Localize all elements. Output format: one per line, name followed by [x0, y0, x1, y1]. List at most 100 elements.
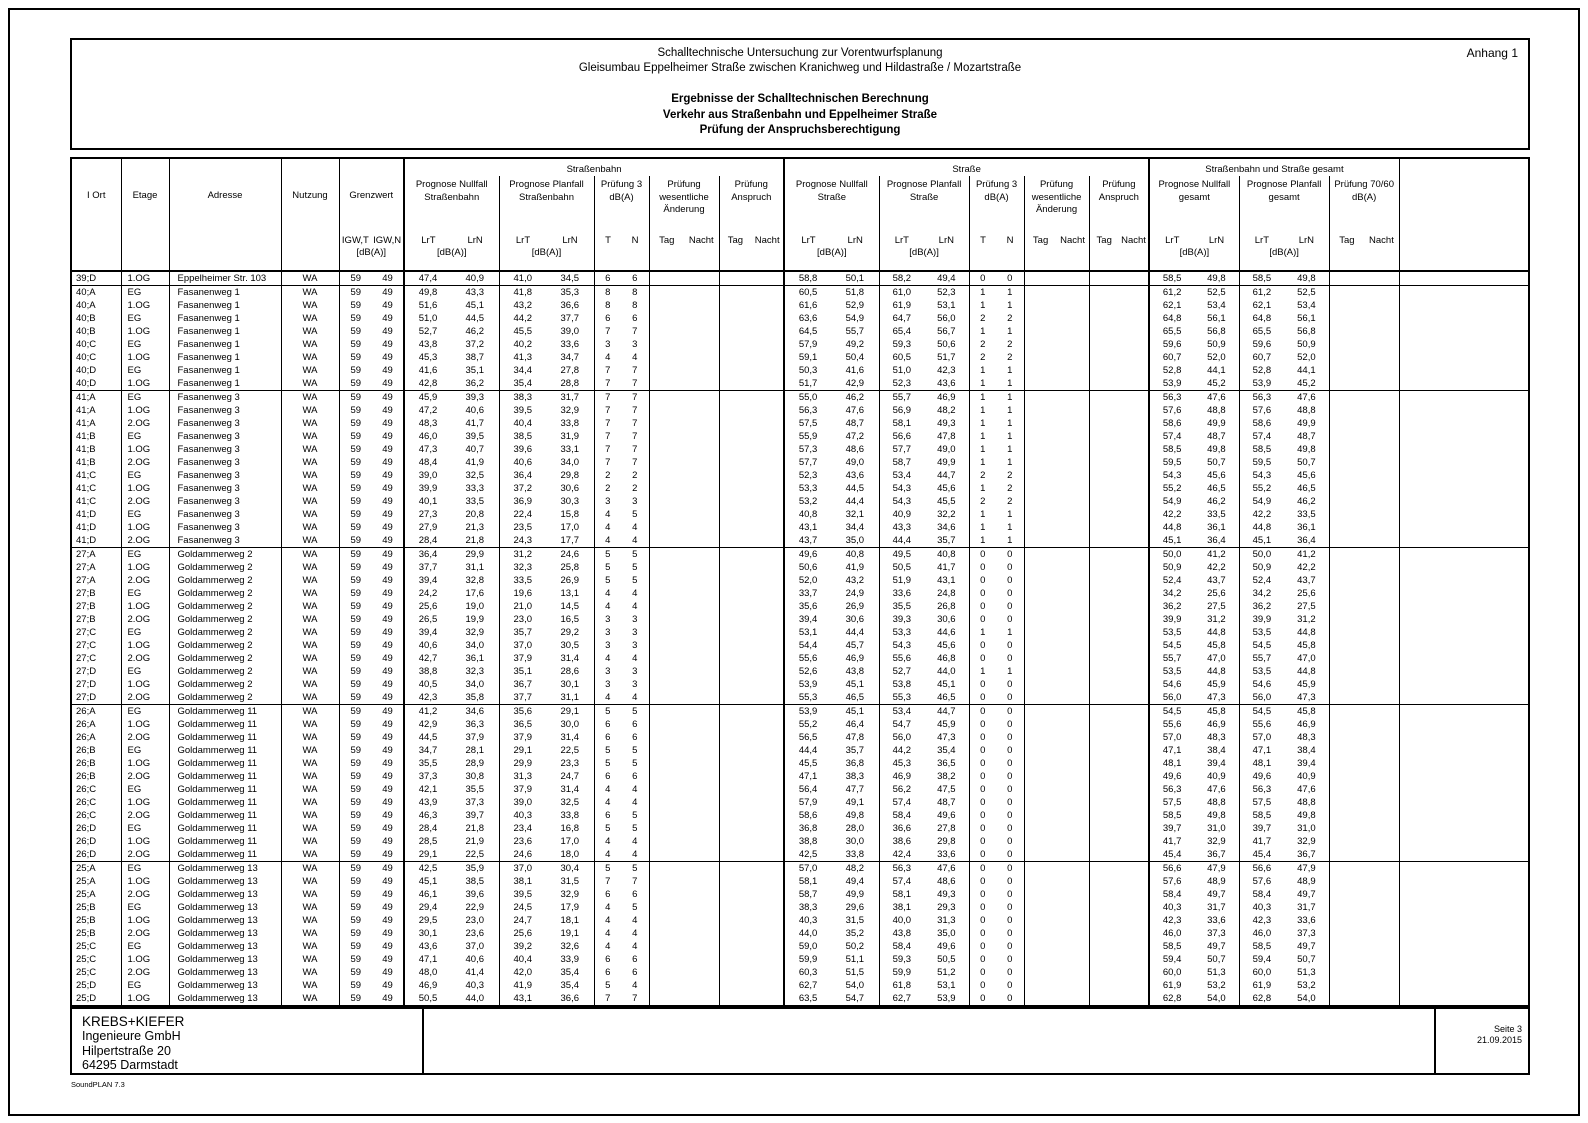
subheader-n: N	[631, 235, 639, 246]
table-cell: 49	[372, 770, 406, 783]
table-cell: 49	[372, 901, 406, 914]
table-cell	[684, 979, 720, 992]
table-cell: Goldammerweg 11	[169, 704, 282, 718]
table-cell	[1329, 443, 1364, 456]
table-cell: 51,7	[798, 378, 818, 389]
table-cell: 58,1	[798, 876, 818, 887]
table-cell: 57,6	[1252, 876, 1272, 887]
table-cell: 1	[996, 377, 1025, 391]
table-cell: 59	[350, 352, 362, 363]
table-cell	[1364, 992, 1400, 1006]
table-cell: 48,6	[831, 443, 880, 456]
header-line2: Gleisumbau Eppelheimer Straße zwischen K…	[578, 62, 1022, 74]
table-cell: 22,5	[546, 744, 595, 757]
table-cell: 28,1	[451, 744, 500, 757]
table-cell	[684, 691, 720, 705]
table-cell: Goldammerweg 11	[169, 809, 282, 822]
table-cell: 37,3	[418, 771, 438, 782]
table-cell: Goldammerweg 13	[169, 992, 282, 1006]
table-cell: 17,9	[546, 901, 595, 914]
table-row: 41;B 2.OG Fasanenweg 3 WA 59 49 48,4 41,9 40,6 34…	[71, 456, 1529, 469]
table-cell: 36,4	[1284, 534, 1330, 548]
table-cell: Fasanenweg 3	[169, 430, 282, 443]
table-cell: 5	[605, 562, 611, 573]
table-cell: 7	[605, 418, 611, 429]
table-cell: 6	[621, 770, 650, 783]
table-cell	[1089, 665, 1119, 678]
subheader-sb-anspruch-tagnacht: Tag Nacht	[719, 233, 786, 272]
table-cell: 55,6	[798, 653, 818, 664]
table-cell	[1364, 351, 1400, 364]
table-cell	[1399, 901, 1529, 914]
table-cell: 44,4	[831, 495, 880, 508]
table-cell: 26,8	[924, 600, 970, 613]
table-cell: 52,5	[1194, 285, 1240, 299]
table-cell: 26;C	[71, 796, 122, 809]
table-cell: 64,5	[798, 326, 818, 337]
table-cell: 47,6	[1284, 390, 1330, 404]
table-cell: 4	[621, 600, 650, 613]
table-cell	[1119, 809, 1151, 822]
table-row: 40;D 1.OG Fasanenweg 1 WA 59 49 42,8 36,2 35,4 28…	[71, 377, 1529, 391]
table-cell: 41;C	[71, 469, 122, 482]
table-cell	[1057, 495, 1090, 508]
table-cell: 59,9	[892, 967, 912, 978]
table-cell: 57,7	[798, 457, 818, 468]
subheader-sb-plan-lr: LrT LrN [dB(A)]	[499, 233, 595, 272]
table-cell	[1364, 443, 1400, 456]
table-row: 41;C 1.OG Fasanenweg 3 WA 59 49 39,9 33,3 37,2 30…	[71, 482, 1529, 495]
table-cell: WA	[281, 364, 340, 377]
table-cell: 59	[350, 810, 362, 821]
table-cell: 49	[372, 417, 406, 430]
table-cell: Goldammerweg 2	[169, 665, 282, 678]
table-row: 25;D EG Goldammerweg 13 WA 59 49 46,9 40,3 41,9 3…	[71, 979, 1529, 992]
table-cell: Goldammerweg 2	[169, 626, 282, 639]
table-cell	[1399, 299, 1529, 312]
table-cell: Goldammerweg 11	[169, 783, 282, 796]
table-cell: 28,5	[418, 836, 438, 847]
table-cell: 8	[605, 300, 611, 311]
table-cell: 52,4	[1252, 575, 1272, 586]
subheader-lrt: LrT	[801, 235, 816, 246]
table-cell	[1089, 875, 1119, 888]
empty-right-column	[1399, 158, 1529, 272]
table-cell: 59,0	[798, 941, 818, 952]
table-cell: 43,2	[513, 300, 533, 311]
table-cell	[1399, 927, 1529, 940]
table-cell: 41;A	[71, 390, 122, 404]
table-cell: 25;A	[71, 875, 122, 888]
table-cell: 40,4	[513, 418, 533, 429]
table-cell: 54,0	[1194, 992, 1240, 1006]
table-cell	[684, 626, 720, 639]
table-cell: 6	[605, 273, 611, 284]
table-cell: 1	[996, 626, 1025, 639]
table-cell: 53,9	[798, 679, 818, 690]
table-cell: 4	[605, 588, 611, 599]
table-cell	[1089, 639, 1119, 652]
table-cell: 39,9	[418, 483, 438, 494]
table-cell	[1057, 704, 1090, 718]
table-cell	[1364, 299, 1400, 312]
table-cell	[1089, 521, 1119, 534]
table-cell: 35,0	[924, 927, 970, 940]
col-header-sb-pruefung-wesentliche: Prüfung wesentliche Änderung	[649, 176, 720, 233]
table-cell	[751, 927, 786, 940]
table-cell: 4	[621, 940, 650, 953]
table-cell	[1329, 534, 1364, 548]
table-row: 26;A 2.OG Goldammerweg 11 WA 59 49 44,5 37,9 37,…	[71, 731, 1529, 744]
table-cell	[1119, 613, 1151, 626]
table-cell	[1329, 875, 1364, 888]
table-cell	[751, 521, 786, 534]
table-cell: 60,5	[784, 285, 832, 299]
table-cell	[1089, 443, 1119, 456]
table-cell: 1	[996, 404, 1025, 417]
page-number: Seite 3	[1493, 1024, 1522, 1034]
table-cell: 59	[339, 390, 372, 404]
table-cell	[649, 678, 684, 691]
table-cell: 41,2	[404, 704, 452, 718]
table-cell	[649, 299, 684, 312]
table-cell: 8	[621, 285, 650, 299]
table-cell: 34,0	[451, 678, 500, 691]
table-cell	[719, 338, 751, 351]
table-cell: 43,2	[831, 574, 880, 587]
